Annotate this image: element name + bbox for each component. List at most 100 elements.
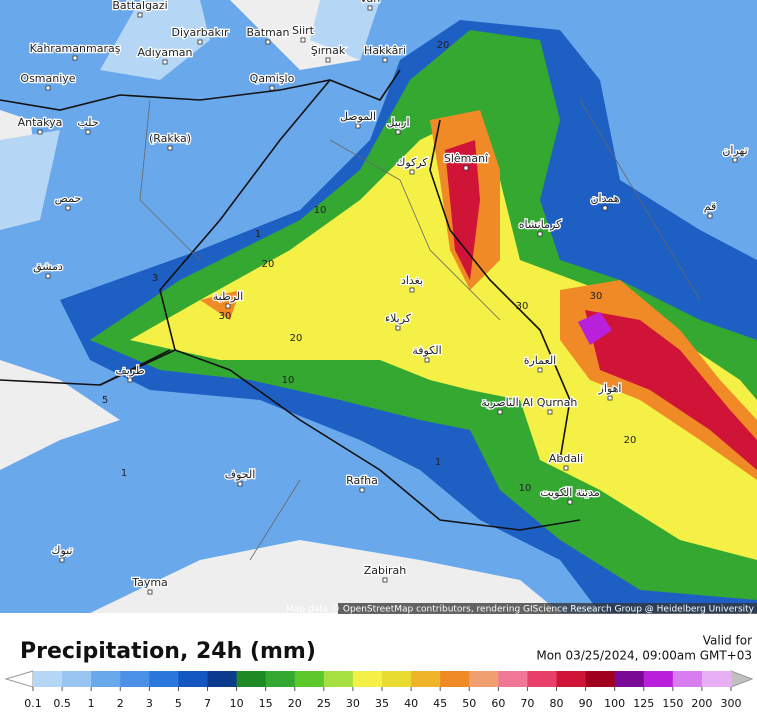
place-label: Van <box>360 0 380 5</box>
place-marker <box>547 409 553 415</box>
color-box <box>643 671 674 687</box>
color-box <box>672 671 703 687</box>
place-marker <box>424 357 430 363</box>
place-marker <box>300 37 306 43</box>
tick-label: 150 <box>662 697 683 710</box>
tick-label: 15 <box>259 697 273 710</box>
place-label: Slêmanî <box>444 152 489 165</box>
rain-red <box>445 140 757 470</box>
contour-label: 30 <box>516 301 529 312</box>
place-label: Battalgazi <box>112 0 167 12</box>
place-label: Kahramanmaraş <box>30 42 121 55</box>
rain-trace <box>0 0 380 230</box>
tick-label: 2 <box>117 697 124 710</box>
color-box <box>527 671 557 687</box>
color-box <box>440 671 470 687</box>
place-marker <box>355 123 361 129</box>
place-marker <box>607 395 613 401</box>
tick-label: 200 <box>691 697 712 710</box>
place-label: Qamişlo <box>250 72 295 85</box>
place-label: حلب <box>77 116 98 129</box>
tick-label: 300 <box>721 697 742 710</box>
contour-label: 1 <box>255 229 261 240</box>
place-label: دمشق <box>33 260 63 274</box>
color-box <box>33 671 63 687</box>
place-label: الجوف <box>225 468 256 481</box>
color-box <box>585 671 616 687</box>
place-marker <box>325 57 331 63</box>
tick-label: 70 <box>520 697 534 710</box>
legend: Precipitation, 24h (mm) Valid for Mon 03… <box>4 634 754 710</box>
place-marker <box>602 205 608 211</box>
borders <box>0 69 581 531</box>
place-label: Diyarbakır <box>172 26 229 39</box>
place-marker <box>359 487 365 493</box>
place-marker <box>237 481 243 487</box>
place-marker <box>127 377 133 383</box>
place-marker <box>72 55 78 61</box>
tick-label: 5 <box>175 697 182 710</box>
place-label: اربيل <box>386 116 409 129</box>
tick-label: 45 <box>433 697 447 710</box>
color-box <box>556 671 587 687</box>
tick-label: 25 <box>317 697 331 710</box>
place-marker <box>197 39 203 45</box>
place-marker <box>37 129 43 135</box>
contour-label: 20 <box>290 333 303 344</box>
valid-time: Mon 03/25/2024, 09:00am GMT+03 <box>536 649 752 663</box>
place-label: قم <box>704 200 717 213</box>
contour-label: 1 <box>121 468 127 479</box>
place-label: Abdali <box>549 452 583 465</box>
rain-yellow <box>130 120 757 560</box>
place-marker <box>85 129 91 135</box>
place-label: Osmaniye <box>20 72 75 85</box>
place-label: تبوك <box>51 544 72 557</box>
place-label: Al Qurnah <box>523 396 578 409</box>
color-box <box>236 671 267 687</box>
place-marker <box>382 577 388 583</box>
place-label: Adıyaman <box>137 46 192 59</box>
over-arrow <box>730 670 754 688</box>
color-box <box>382 671 412 687</box>
place-label: الرطبة <box>213 290 243 303</box>
tick-label: 125 <box>633 697 654 710</box>
color-box <box>120 671 150 687</box>
place-label: Hakkâri <box>364 44 406 57</box>
valid-label: Valid for <box>703 634 752 648</box>
place-label: اهواز <box>598 382 622 395</box>
rain-orange <box>200 110 757 480</box>
place-marker <box>409 169 415 175</box>
place-marker <box>463 165 469 171</box>
tick-label: 0.1 <box>24 697 42 710</box>
tick-label: 7 <box>204 697 211 710</box>
legend-title: Precipitation, 24h (mm) <box>20 639 316 664</box>
place-marker <box>45 85 51 91</box>
place-label: الناصرية <box>481 396 518 409</box>
place-label: حمص <box>55 192 82 205</box>
place-label: الموصل <box>340 110 376 123</box>
tick-label: 90 <box>579 697 593 710</box>
place-marker <box>269 85 275 91</box>
place-label: همدان <box>590 192 619 205</box>
place-marker <box>537 231 543 237</box>
color-box <box>469 671 499 687</box>
place-label: (Rakka) <box>149 132 191 145</box>
tick-label: 60 <box>491 697 505 710</box>
place-marker <box>409 287 415 293</box>
place-marker <box>167 145 173 151</box>
colorbar: 0.1 0.5 1 2 3 5 7 10 15 20 25 30 35 40 45 50 60 70 80 90 100… <box>4 670 754 710</box>
contour-label: 3 <box>152 273 158 284</box>
color-box <box>207 671 238 687</box>
place-label: تهران <box>722 144 747 157</box>
contour-label: 10 <box>282 375 295 386</box>
place-marker <box>707 213 713 219</box>
contour-label: 5 <box>102 395 108 406</box>
place-label: Siirt <box>292 24 315 37</box>
color-box <box>498 671 528 687</box>
contour-label: 20 <box>262 259 275 270</box>
place-label: طريف <box>115 364 145 377</box>
color-box <box>91 671 121 687</box>
